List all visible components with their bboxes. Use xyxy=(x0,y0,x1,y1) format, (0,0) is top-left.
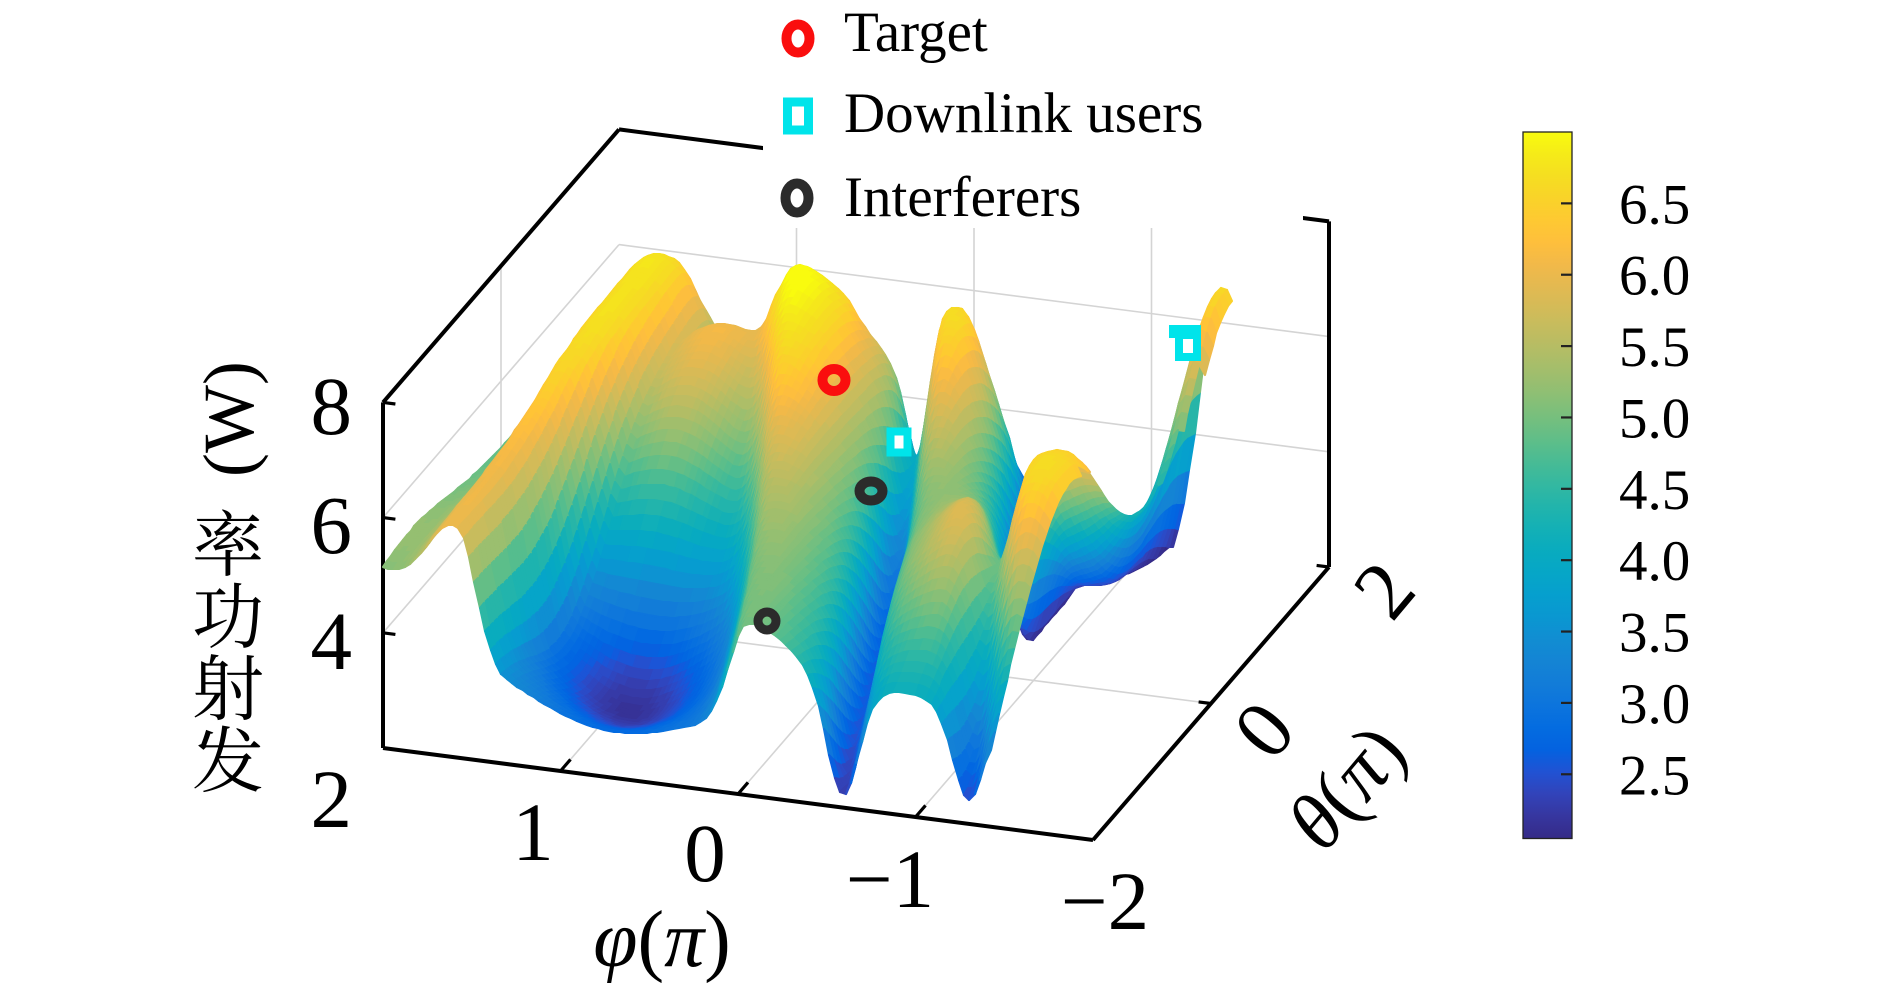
svg-text:4: 4 xyxy=(311,595,353,687)
svg-text:−2: −2 xyxy=(1061,855,1149,947)
svg-text:4.0: 4.0 xyxy=(1619,530,1690,593)
svg-text:4.5: 4.5 xyxy=(1619,459,1690,522)
svg-text:2: 2 xyxy=(1335,544,1432,635)
svg-text:φ(π): φ(π) xyxy=(593,896,731,984)
svg-text:2: 2 xyxy=(311,753,353,845)
svg-text:3.5: 3.5 xyxy=(1619,602,1690,665)
svg-text:1: 1 xyxy=(512,786,554,878)
svg-text:3.0: 3.0 xyxy=(1619,673,1690,736)
svg-text:Interferers: Interferers xyxy=(844,166,1081,229)
svg-text:(W): (W) xyxy=(189,361,269,477)
svg-text:0: 0 xyxy=(1215,684,1312,775)
svg-text:0: 0 xyxy=(684,807,726,899)
svg-text:Downlink users: Downlink users xyxy=(844,82,1203,145)
svg-text:Target: Target xyxy=(844,1,988,64)
svg-text:5.0: 5.0 xyxy=(1619,387,1690,450)
svg-text:2.5: 2.5 xyxy=(1619,744,1690,807)
svg-text:−1: −1 xyxy=(846,833,934,925)
svg-text:6.0: 6.0 xyxy=(1619,245,1690,308)
svg-text:6: 6 xyxy=(311,479,353,571)
svg-text:6.5: 6.5 xyxy=(1619,173,1690,236)
svg-text:5.5: 5.5 xyxy=(1619,316,1690,379)
svg-text:8: 8 xyxy=(311,360,353,452)
